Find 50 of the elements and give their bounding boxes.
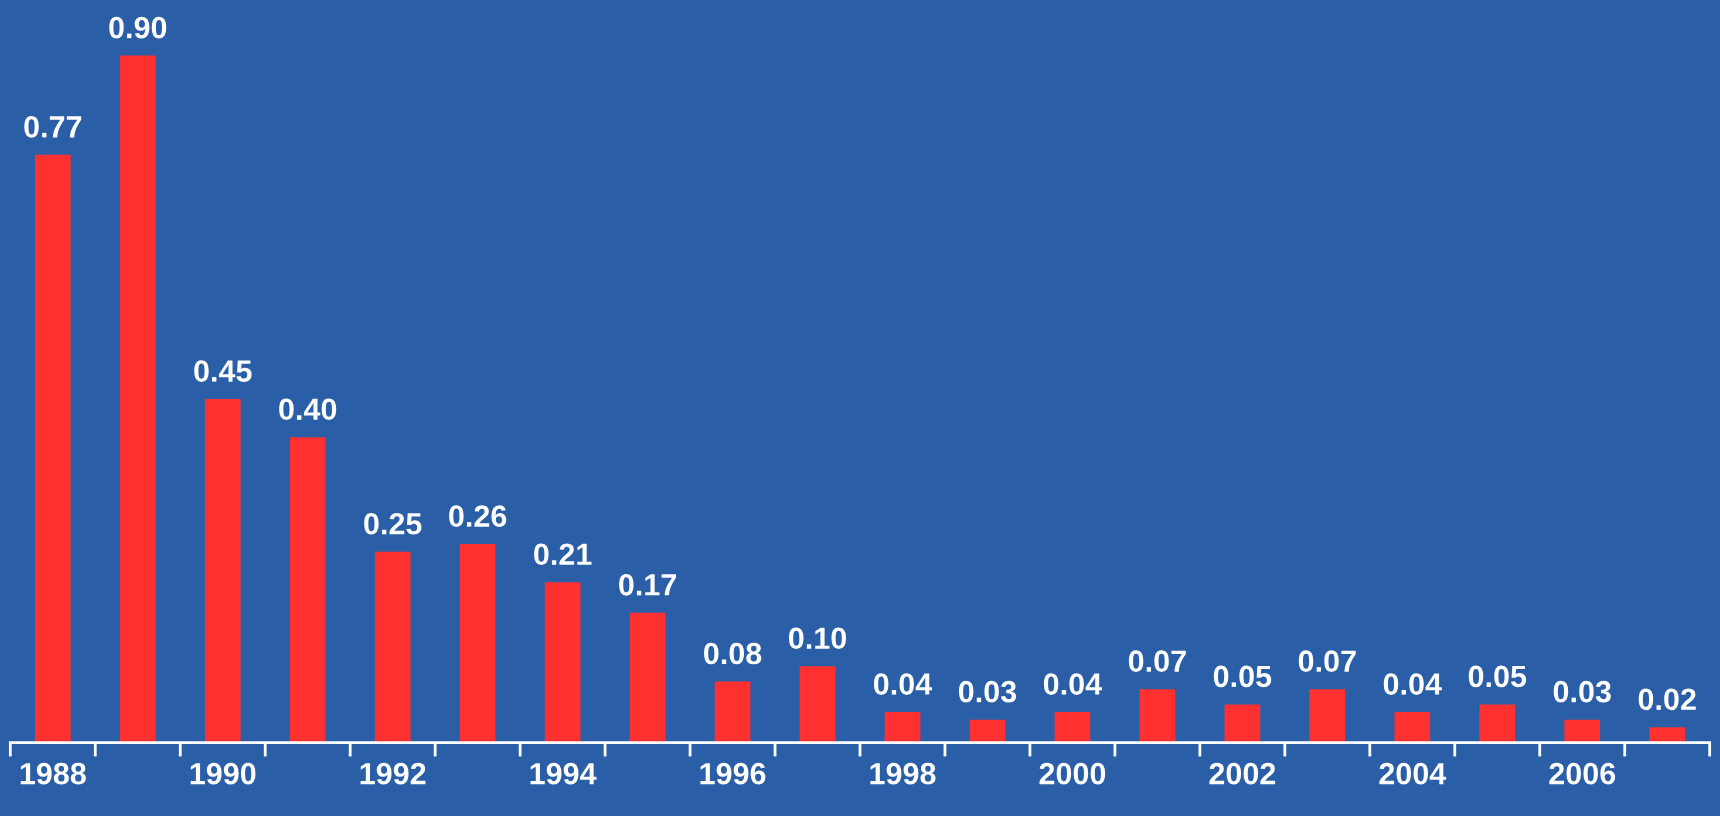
data-label: 0.05 xyxy=(1468,665,1527,688)
bar xyxy=(1479,704,1516,743)
bar xyxy=(289,437,326,743)
data-label: 0.04 xyxy=(873,673,933,695)
bar xyxy=(1649,727,1686,743)
data-label: 0.90 xyxy=(109,16,167,39)
data-label: 0.10 xyxy=(788,627,846,650)
x-tick-label: 1992 xyxy=(360,762,426,785)
bar xyxy=(119,55,156,743)
data-label: 0.40 xyxy=(279,398,337,421)
bar xyxy=(34,154,71,743)
bar xyxy=(1309,689,1346,743)
x-tick-label: 1990 xyxy=(190,762,256,785)
bar xyxy=(1054,712,1091,743)
bar xyxy=(204,399,241,743)
bar xyxy=(459,544,496,743)
data-label: 0.04 xyxy=(1383,673,1442,695)
x-tick-label: 2006 xyxy=(1549,762,1616,785)
x-tick-label: 1998 xyxy=(870,762,936,785)
x-tick-label: 2004 xyxy=(1379,762,1447,785)
bar xyxy=(1139,689,1176,743)
data-label: 0.77 xyxy=(24,116,82,138)
data-label: 0.02 xyxy=(1638,688,1696,711)
x-tick-label: 1994 xyxy=(530,762,597,785)
bar xyxy=(714,681,751,743)
data-label: 0.45 xyxy=(194,360,252,382)
data-label: 0.21 xyxy=(534,543,592,566)
data-label: 0.07 xyxy=(1298,650,1356,672)
bar xyxy=(1564,719,1601,743)
data-label: 0.07 xyxy=(1128,650,1186,672)
data-label: 0.26 xyxy=(449,505,507,527)
data-label: 0.17 xyxy=(619,574,676,596)
bar xyxy=(1224,704,1261,743)
bar xyxy=(1394,712,1431,743)
bar xyxy=(544,582,581,743)
bar xyxy=(799,666,836,743)
data-label: 0.05 xyxy=(1213,665,1272,688)
x-tick-label: 2000 xyxy=(1039,762,1106,785)
data-label: 0.03 xyxy=(958,680,1017,703)
bar xyxy=(969,719,1006,743)
bar xyxy=(629,612,666,743)
bar xyxy=(884,712,921,743)
x-tick-label: 1996 xyxy=(700,762,766,785)
data-label: 0.03 xyxy=(1553,680,1611,703)
data-label: 0.08 xyxy=(704,642,762,665)
x-tick-label: 2002 xyxy=(1209,762,1276,785)
bar xyxy=(374,551,411,743)
data-label: 0.04 xyxy=(1043,673,1102,695)
x-tick-label: 1988 xyxy=(20,762,86,785)
data-label: 0.25 xyxy=(364,512,422,535)
